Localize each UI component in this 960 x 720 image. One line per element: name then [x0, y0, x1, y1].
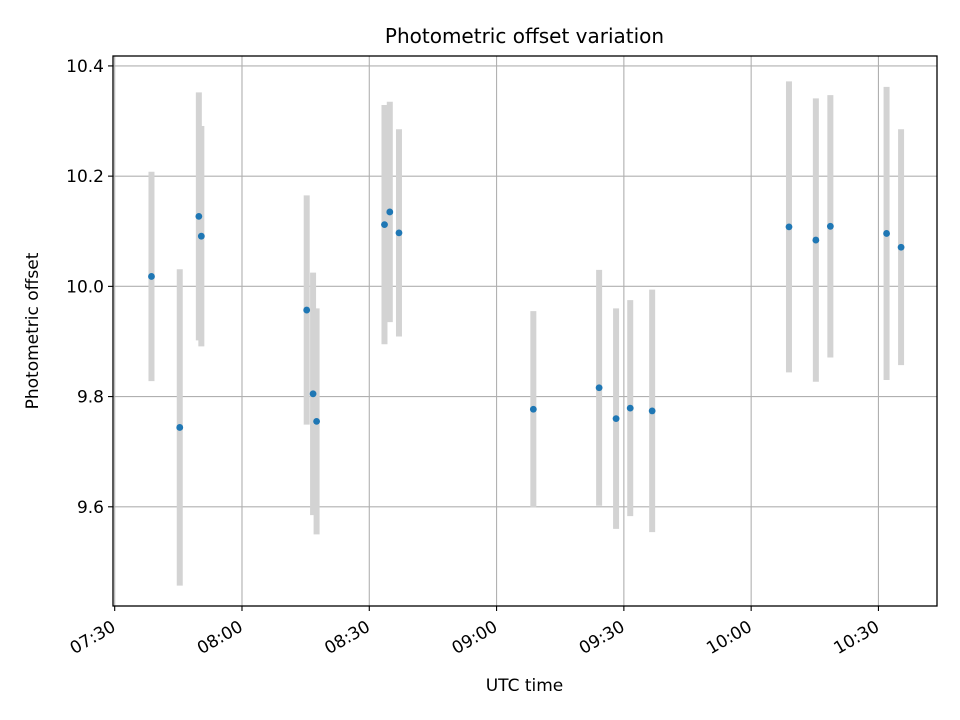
data-points [148, 208, 905, 431]
data-point [612, 415, 620, 423]
y-tick-label: 9.6 [77, 498, 104, 518]
chart-title: Photometric offset variation [385, 24, 664, 48]
data-point [897, 243, 905, 251]
data-point [529, 405, 537, 413]
data-point [309, 390, 317, 398]
data-point [386, 208, 394, 216]
data-point [785, 223, 793, 231]
y-axis-label: Photometric offset [23, 252, 43, 409]
data-point [812, 236, 820, 244]
data-point [303, 306, 311, 314]
y-tick-label: 10.2 [66, 167, 104, 187]
x-axis-label: UTC time [486, 676, 564, 696]
data-point [648, 407, 656, 415]
data-point [826, 222, 834, 230]
y-axis-ticks: 9.6 9.8 10.0 10.2 10.4 [66, 57, 113, 518]
data-point [381, 221, 388, 229]
data-point [595, 384, 603, 392]
data-point [313, 417, 320, 425]
data-point [626, 404, 634, 412]
data-point [883, 230, 890, 237]
data-point [176, 424, 184, 431]
grid [113, 56, 937, 606]
y-tick-label: 10.4 [66, 57, 104, 77]
y-tick-label: 10.0 [66, 277, 104, 297]
data-point [197, 232, 205, 240]
plot-frame [112, 55, 938, 607]
data-point [195, 212, 203, 220]
data-point [148, 273, 155, 280]
y-tick-label: 9.8 [77, 388, 104, 408]
data-point [395, 229, 403, 237]
